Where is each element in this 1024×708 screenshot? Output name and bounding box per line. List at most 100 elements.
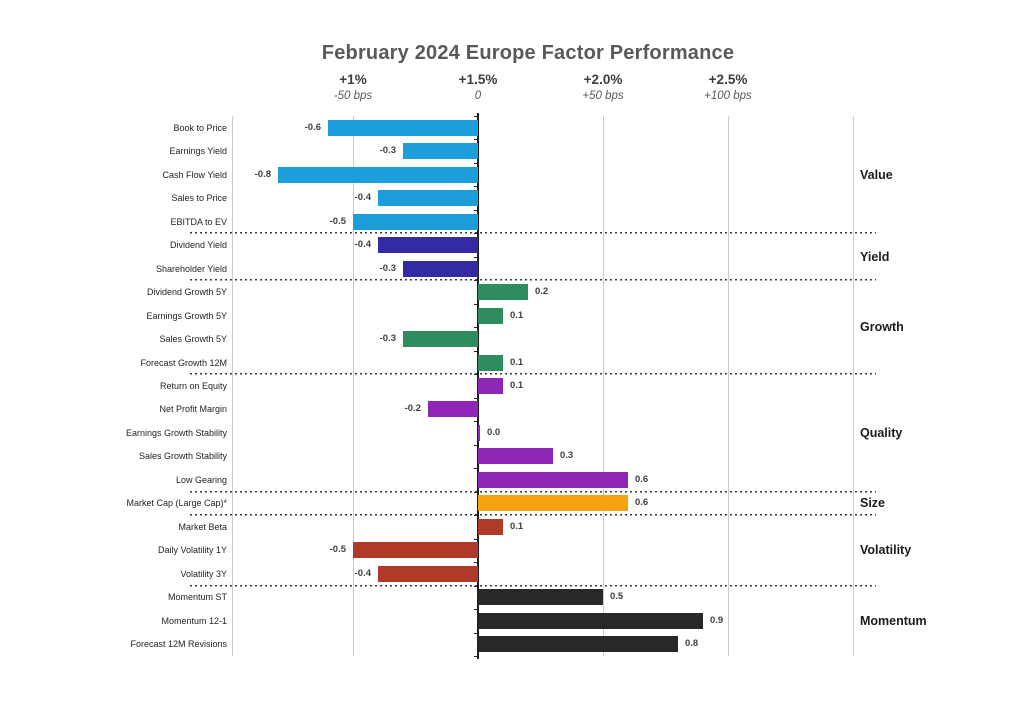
factor-bar — [478, 518, 503, 535]
factor-value-label: -0.5 — [329, 215, 346, 227]
factor-bar — [478, 636, 678, 653]
axis-tick — [474, 656, 479, 657]
axis-bps-label: 0 — [474, 90, 482, 102]
factor-row-label: Forecast 12M Revisions — [130, 639, 227, 650]
factor-row-label: EBITDA to EV — [170, 216, 227, 227]
factor-bar — [478, 354, 503, 371]
axis-pct-label: +2.0% — [583, 72, 623, 87]
factor-bar — [353, 213, 478, 230]
factor-value-label: 0.1 — [510, 520, 524, 532]
factor-bar — [278, 166, 478, 183]
factor-bar — [378, 237, 478, 254]
group-separator — [190, 514, 876, 517]
gridline — [728, 116, 729, 656]
factor-row-label: Dividend Growth 5Y — [146, 287, 227, 298]
factor-value-label: 0.8 — [685, 638, 699, 650]
factor-bar — [378, 190, 478, 207]
factor-row-label: Earnings Growth Stability — [125, 427, 227, 438]
group-label: Value — [860, 167, 893, 182]
group-label: Volatility — [860, 543, 912, 558]
axis-col: +2.5% +100 bps — [658, 71, 798, 104]
factor-bar — [478, 612, 703, 629]
factor-value-label: 0.6 — [635, 473, 649, 485]
axis-bps-label: +100 bps — [704, 90, 752, 102]
group-label: Quality — [860, 425, 903, 440]
factor-bar — [478, 471, 628, 488]
factor-bar — [378, 565, 478, 582]
factor-bar — [478, 307, 503, 324]
group-separator — [190, 373, 876, 376]
factor-bar — [403, 331, 478, 348]
axis-col: +1.5% 0 — [408, 71, 548, 104]
group-separator — [190, 279, 876, 282]
axis-tick — [474, 209, 479, 211]
factor-bar — [403, 260, 478, 277]
factor-value-label: 0.1 — [510, 356, 524, 368]
factor-row-label: Market Beta — [178, 521, 227, 532]
factor-value-label: -0.3 — [379, 333, 396, 345]
factor-row-label: Momentum ST — [167, 592, 227, 603]
factor-value-label: 0.9 — [710, 614, 724, 626]
gridline — [232, 116, 233, 656]
factor-row-label: Earnings Yield — [169, 146, 227, 157]
axis-tick — [474, 139, 479, 141]
axis-col: +2.0% +50 bps — [533, 71, 673, 104]
factor-bar — [478, 378, 503, 394]
axis-tick — [474, 327, 479, 329]
axis-tick — [474, 397, 479, 399]
factor-row-label: Dividend Yield — [169, 240, 227, 251]
factor-value-label: -0.4 — [354, 239, 371, 251]
axis-tick — [474, 162, 479, 164]
factor-value-label: -0.2 — [404, 403, 421, 415]
axis-tick — [474, 632, 479, 634]
factor-value-label: 0.2 — [535, 286, 549, 298]
factor-bar — [353, 542, 478, 559]
gridline — [353, 116, 354, 656]
gridline — [603, 116, 604, 656]
factor-row-label: Daily Volatility 1Y — [157, 545, 227, 556]
factor-row-label: Sales Growth 5Y — [159, 334, 227, 345]
axis-tick — [474, 444, 479, 446]
factor-row-label: Cash Flow Yield — [162, 169, 227, 180]
factor-value-label: 0.6 — [635, 497, 649, 509]
group-label: Momentum — [860, 613, 927, 628]
axis-tick — [474, 256, 479, 258]
factor-value-label: -0.3 — [379, 262, 396, 274]
factor-value-label: -0.8 — [254, 168, 271, 180]
factor-value-label: -0.4 — [354, 192, 371, 204]
group-separator — [190, 584, 876, 587]
axis-bps-label: -50 bps — [333, 90, 373, 102]
factor-row-label: Net Profit Margin — [159, 404, 227, 415]
factor-row-label: Return on Equity — [159, 381, 227, 391]
axis-pct-label: +1% — [339, 72, 367, 87]
factor-value-label: 0.1 — [510, 380, 524, 391]
axis-tick — [474, 421, 479, 423]
axis-pct-label: +1.5% — [458, 72, 498, 87]
factor-value-label: 0.3 — [560, 450, 574, 462]
axis-tick — [474, 186, 479, 188]
chart-title: February 2024 Europe Factor Performance — [321, 42, 735, 64]
group-label: Yield — [860, 249, 890, 264]
axis-tick — [474, 303, 479, 305]
gridline — [853, 116, 854, 656]
factor-value-label: 0.0 — [487, 426, 501, 438]
axis-tick — [474, 538, 479, 540]
factor-row-label: Volatility 3Y — [180, 568, 227, 579]
factor-value-label: -0.4 — [354, 567, 371, 579]
factor-bar — [403, 143, 478, 160]
factor-bar — [328, 119, 478, 136]
factor-value-label: 0.1 — [510, 309, 524, 321]
factor-bar — [428, 401, 478, 418]
factor-row-label: Forecast Growth 12M — [140, 357, 227, 368]
factor-bar — [478, 589, 603, 606]
factor-bar — [478, 448, 553, 465]
factor-bar — [478, 495, 628, 512]
axis-tick — [474, 468, 479, 470]
factor-bar — [478, 284, 528, 301]
factor-row-label: Market Cap (Large Cap)* — [126, 498, 227, 509]
factor-value-label: 0.5 — [610, 591, 624, 603]
factor-bar — [478, 424, 480, 441]
axis-tick — [474, 562, 479, 564]
axis-tick — [474, 116, 479, 117]
